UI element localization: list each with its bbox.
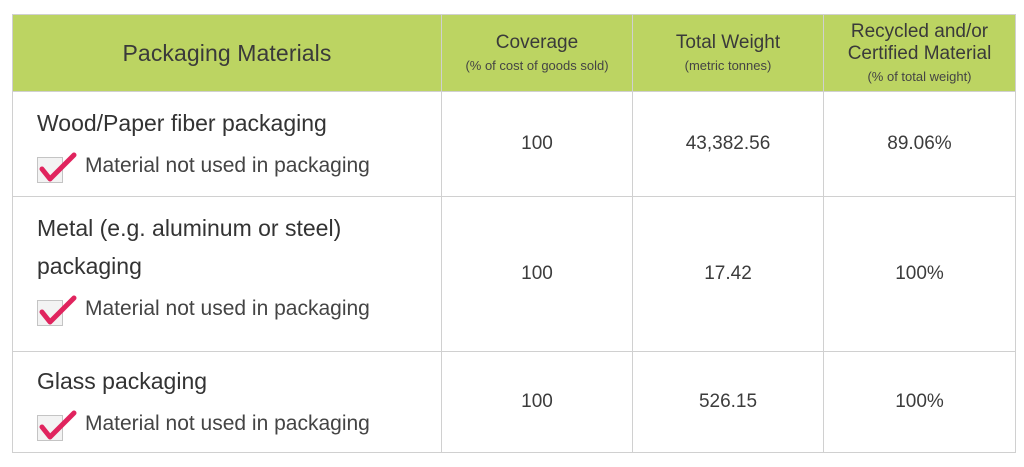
recycled-cell: 89.06% bbox=[823, 91, 1016, 197]
material-not-used-checkbox-row: Material not used in packaging bbox=[37, 146, 441, 186]
header-recycled-title-line2: Certified Material bbox=[847, 42, 992, 64]
header-row: Packaging Materials Coverage (% of cost … bbox=[12, 14, 1016, 92]
table-row: Wood/Paper fiber packaging Material not … bbox=[12, 91, 1016, 197]
material-not-used-checkbox-row: Material not used in packaging bbox=[37, 289, 441, 329]
header-recycled: Recycled and/or Certified Material (% of… bbox=[823, 14, 1016, 92]
header-packaging-materials: Packaging Materials bbox=[12, 14, 442, 92]
checkbox-label: Material not used in packaging bbox=[85, 297, 370, 320]
header-coverage-title: Coverage bbox=[495, 31, 579, 53]
table-row: Glass packaging Material not used in pac… bbox=[12, 351, 1016, 453]
header-weight-subtitle: (metric tonnes) bbox=[684, 57, 772, 73]
material-cell: Metal (e.g. aluminum or steel) packaging… bbox=[12, 196, 442, 352]
weight-cell: 17.42 bbox=[632, 196, 824, 352]
material-name: Metal (e.g. aluminum or steel) packaging bbox=[37, 209, 441, 285]
checkbox-label: Material not used in packaging bbox=[85, 154, 370, 177]
material-not-used-checkbox-row: Material not used in packaging bbox=[37, 404, 441, 444]
checkbox-checked-icon[interactable] bbox=[37, 292, 77, 326]
coverage-cell: 100 bbox=[441, 351, 633, 453]
material-name-line2: packaging bbox=[37, 253, 142, 279]
header-recycled-title-line1: Recycled and/or bbox=[850, 20, 989, 42]
material-name: Wood/Paper fiber packaging bbox=[37, 110, 327, 136]
material-cell: Wood/Paper fiber packaging Material not … bbox=[12, 91, 442, 197]
material-name-line1: Metal (e.g. aluminum or steel) bbox=[37, 215, 342, 241]
coverage-cell: 100 bbox=[441, 196, 633, 352]
weight-cell: 43,382.56 bbox=[632, 91, 824, 197]
checkbox-label: Material not used in packaging bbox=[85, 412, 370, 435]
table-row: Metal (e.g. aluminum or steel) packaging… bbox=[12, 196, 1016, 352]
checkbox-checked-icon[interactable] bbox=[37, 407, 77, 441]
coverage-cell: 100 bbox=[441, 91, 633, 197]
checkbox-checked-icon[interactable] bbox=[37, 149, 77, 183]
header-recycled-subtitle: (% of total weight) bbox=[867, 68, 972, 84]
weight-cell: 526.15 bbox=[632, 351, 824, 453]
header-coverage-subtitle: (% of cost of goods sold) bbox=[465, 57, 609, 73]
header-coverage: Coverage (% of cost of goods sold) bbox=[441, 14, 633, 92]
packaging-materials-table-wrap: Packaging Materials Coverage (% of cost … bbox=[12, 14, 1016, 453]
recycled-cell: 100% bbox=[823, 196, 1016, 352]
material-name: Glass packaging bbox=[37, 368, 208, 394]
material-cell: Glass packaging Material not used in pac… bbox=[12, 351, 442, 453]
header-weight-title: Total Weight bbox=[675, 31, 781, 53]
packaging-materials-table: Packaging Materials Coverage (% of cost … bbox=[12, 14, 1016, 453]
header-total-weight: Total Weight (metric tonnes) bbox=[632, 14, 824, 92]
recycled-cell: 100% bbox=[823, 351, 1016, 453]
